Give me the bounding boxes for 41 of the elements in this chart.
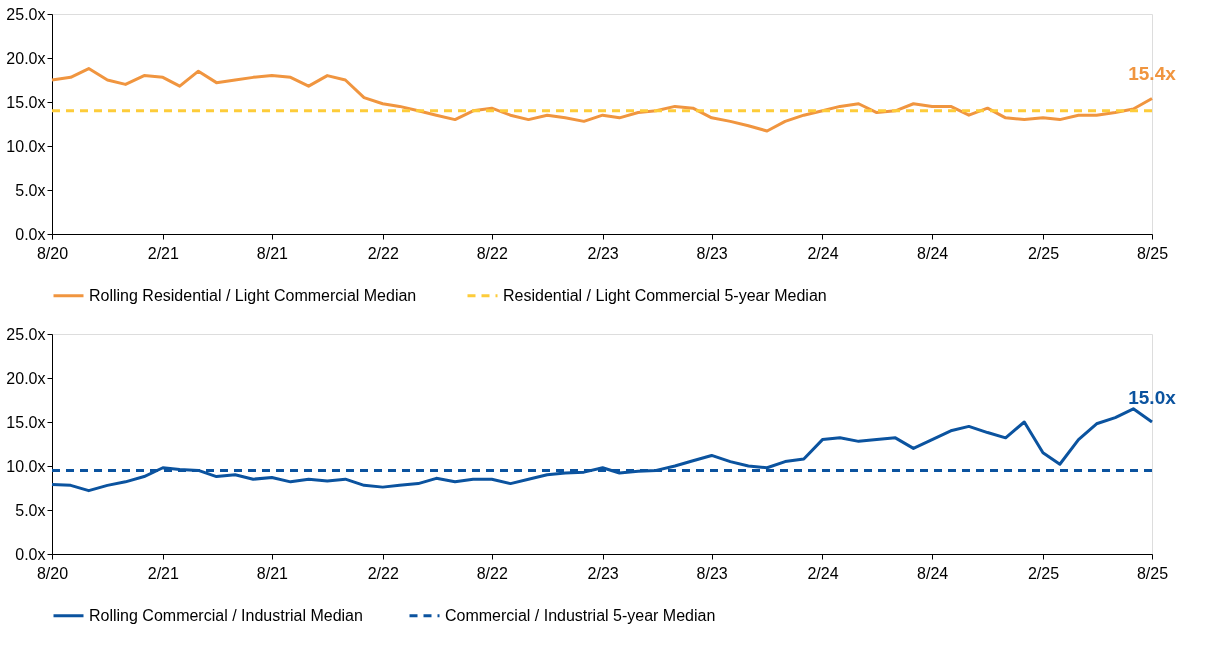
legend-label: Commercial / Industrial 5-year Median — [445, 606, 716, 624]
x-tick-label: 8/23 — [696, 244, 728, 262]
annotation: 15.4x — [1128, 63, 1177, 85]
y-tick-label: 25.0x — [6, 325, 46, 343]
x-tick-label: 8/22 — [476, 244, 508, 262]
legend-label: Rolling Commercial / Industrial Median — [89, 606, 363, 624]
y-tick-label: 10.0x — [6, 457, 46, 475]
x-tick-label: 2/23 — [587, 564, 619, 582]
y-tick-label: 15.0x — [6, 413, 46, 431]
y-tick-label: 25.0x — [6, 5, 46, 23]
x-tick-label: 8/21 — [256, 564, 289, 582]
x-tick-label: 2/25 — [1027, 244, 1060, 262]
x-tick-label: 8/24 — [917, 564, 949, 582]
y-tick-label: 5.0x — [15, 181, 46, 199]
y-tick-label: 0.0x — [15, 545, 46, 563]
x-tick-label: 8/22 — [476, 564, 508, 582]
x-tick-label: 8/23 — [696, 564, 728, 582]
x-tick-label: 8/24 — [917, 244, 949, 262]
legend-label: Residential / Light Commercial 5-year Median — [503, 286, 827, 304]
x-tick-label: 2/22 — [367, 244, 399, 262]
x-tick-label: 8/20 — [36, 244, 69, 262]
legend-label: Rolling Residential / Light Commercial Median — [89, 286, 417, 304]
x-tick-label: 2/24 — [807, 564, 839, 582]
y-tick-label: 20.0x — [6, 369, 46, 387]
x-tick-label: 8/20 — [36, 564, 69, 582]
x-tick-label: 2/24 — [807, 244, 839, 262]
y-tick-label: 15.0x — [6, 93, 46, 111]
x-tick-label: 2/21 — [147, 244, 180, 262]
y-tick-label: 10.0x — [6, 137, 46, 155]
x-tick-label: 8/25 — [1136, 564, 1169, 582]
line-series — [50, 407, 1154, 493]
x-tick-label: 8/25 — [1136, 244, 1169, 262]
x-tick-label: 2/23 — [587, 244, 619, 262]
annotation: 15.0x — [1128, 387, 1177, 408]
x-tick-label: 2/25 — [1027, 564, 1060, 582]
x-tick-label: 8/21 — [256, 244, 289, 262]
x-tick-label: 2/22 — [367, 564, 399, 582]
y-tick-label: 20.0x — [6, 49, 46, 67]
y-tick-label: 0.0x — [15, 225, 46, 243]
x-tick-label: 2/21 — [147, 564, 180, 582]
y-tick-label: 5.0x — [15, 501, 46, 519]
